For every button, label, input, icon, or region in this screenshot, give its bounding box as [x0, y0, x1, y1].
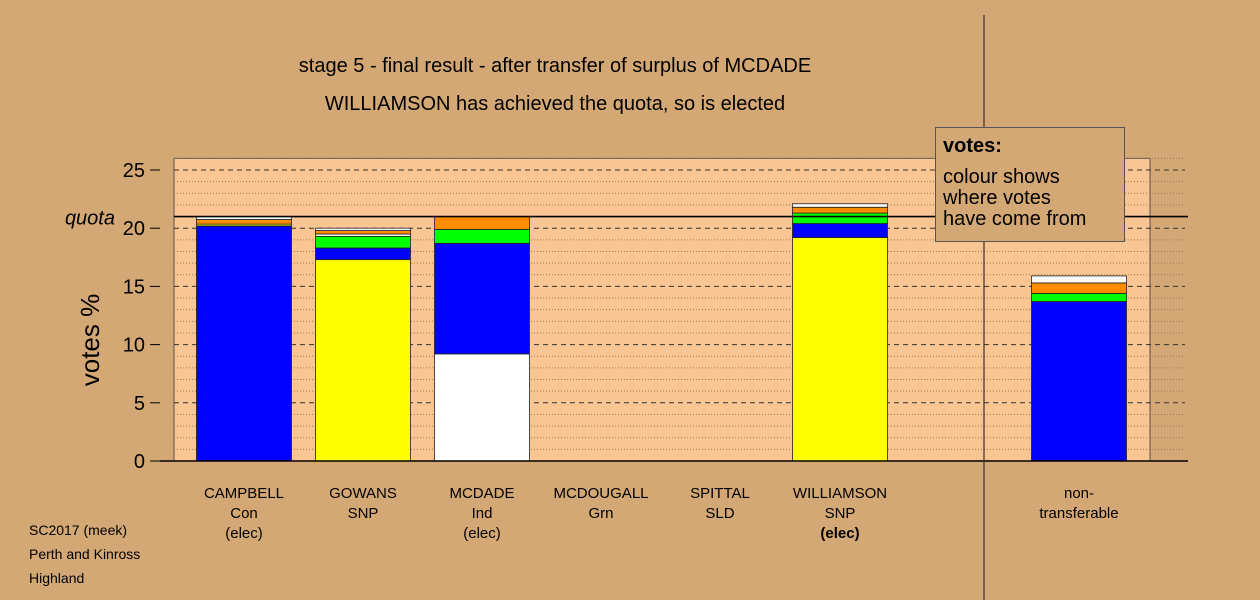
bar-segment [315, 235, 411, 249]
bar-segment [792, 212, 888, 224]
y-tick-label: 25 [123, 160, 145, 182]
bar-segment [315, 230, 411, 235]
category-label: Ind [472, 505, 493, 522]
y-tick-label: 20 [123, 218, 145, 240]
footer-line: SC2017 (meek) [29, 522, 128, 538]
category-label: non- [1064, 485, 1094, 502]
bar-segment [1031, 292, 1127, 302]
category-label: SPITTAL [690, 485, 750, 502]
bar-segment [315, 227, 411, 231]
category-label: Grn [588, 505, 613, 522]
y-axis-label: votes % [75, 294, 105, 387]
category-label: GOWANS [329, 485, 397, 502]
category-label: SNP [348, 505, 379, 522]
category-label: SNP [825, 505, 856, 522]
bar-segment [434, 353, 530, 462]
legend-line: where votes [943, 187, 1051, 209]
category-label: MCDOUGALL [553, 485, 648, 502]
category-label: WILLIAMSON [793, 485, 887, 502]
quota-label: quota [65, 208, 115, 230]
y-tick-label: 10 [123, 335, 145, 357]
bar-segment [792, 223, 888, 238]
category-label: transferable [1039, 505, 1118, 522]
chart-title: stage 5 - final result - after transfer … [298, 55, 812, 77]
category-label: SLD [705, 505, 734, 522]
bar-segment [792, 237, 888, 462]
footer-line: Highland [29, 570, 85, 586]
bar-segment [434, 228, 530, 244]
category-label: (elec) [463, 525, 501, 542]
chart-subtitle: WILLIAMSON has achieved the quota, so is… [324, 93, 786, 115]
bar-segment [792, 203, 888, 208]
bar-segment [315, 247, 411, 261]
legend: votes: colour shows where votes have com… [935, 127, 1125, 242]
y-tick-label: 5 [134, 393, 145, 415]
category-label: CAMPBELL [204, 485, 284, 502]
bar-segment [1031, 282, 1127, 294]
y-tick-label: 15 [123, 276, 145, 298]
bar-segment [792, 206, 888, 214]
legend-line: have come from [943, 208, 1087, 230]
category-label: (elec) [225, 525, 263, 542]
bar-segment [434, 216, 530, 230]
bar-segment [315, 259, 411, 462]
legend-title: votes: [943, 135, 1002, 157]
bar-segment [196, 219, 292, 225]
bar-segment [1031, 275, 1127, 284]
bar-segment [434, 242, 530, 355]
bar-segment [1031, 301, 1127, 462]
category-label: Con [230, 505, 258, 522]
bar-segment [196, 225, 292, 462]
legend-line: colour shows [943, 166, 1060, 188]
category-label: MCDADE [449, 485, 514, 502]
category-label: (elec) [820, 525, 859, 542]
footer-line: Perth and Kinross [29, 546, 141, 562]
y-tick-label: 0 [134, 451, 145, 473]
